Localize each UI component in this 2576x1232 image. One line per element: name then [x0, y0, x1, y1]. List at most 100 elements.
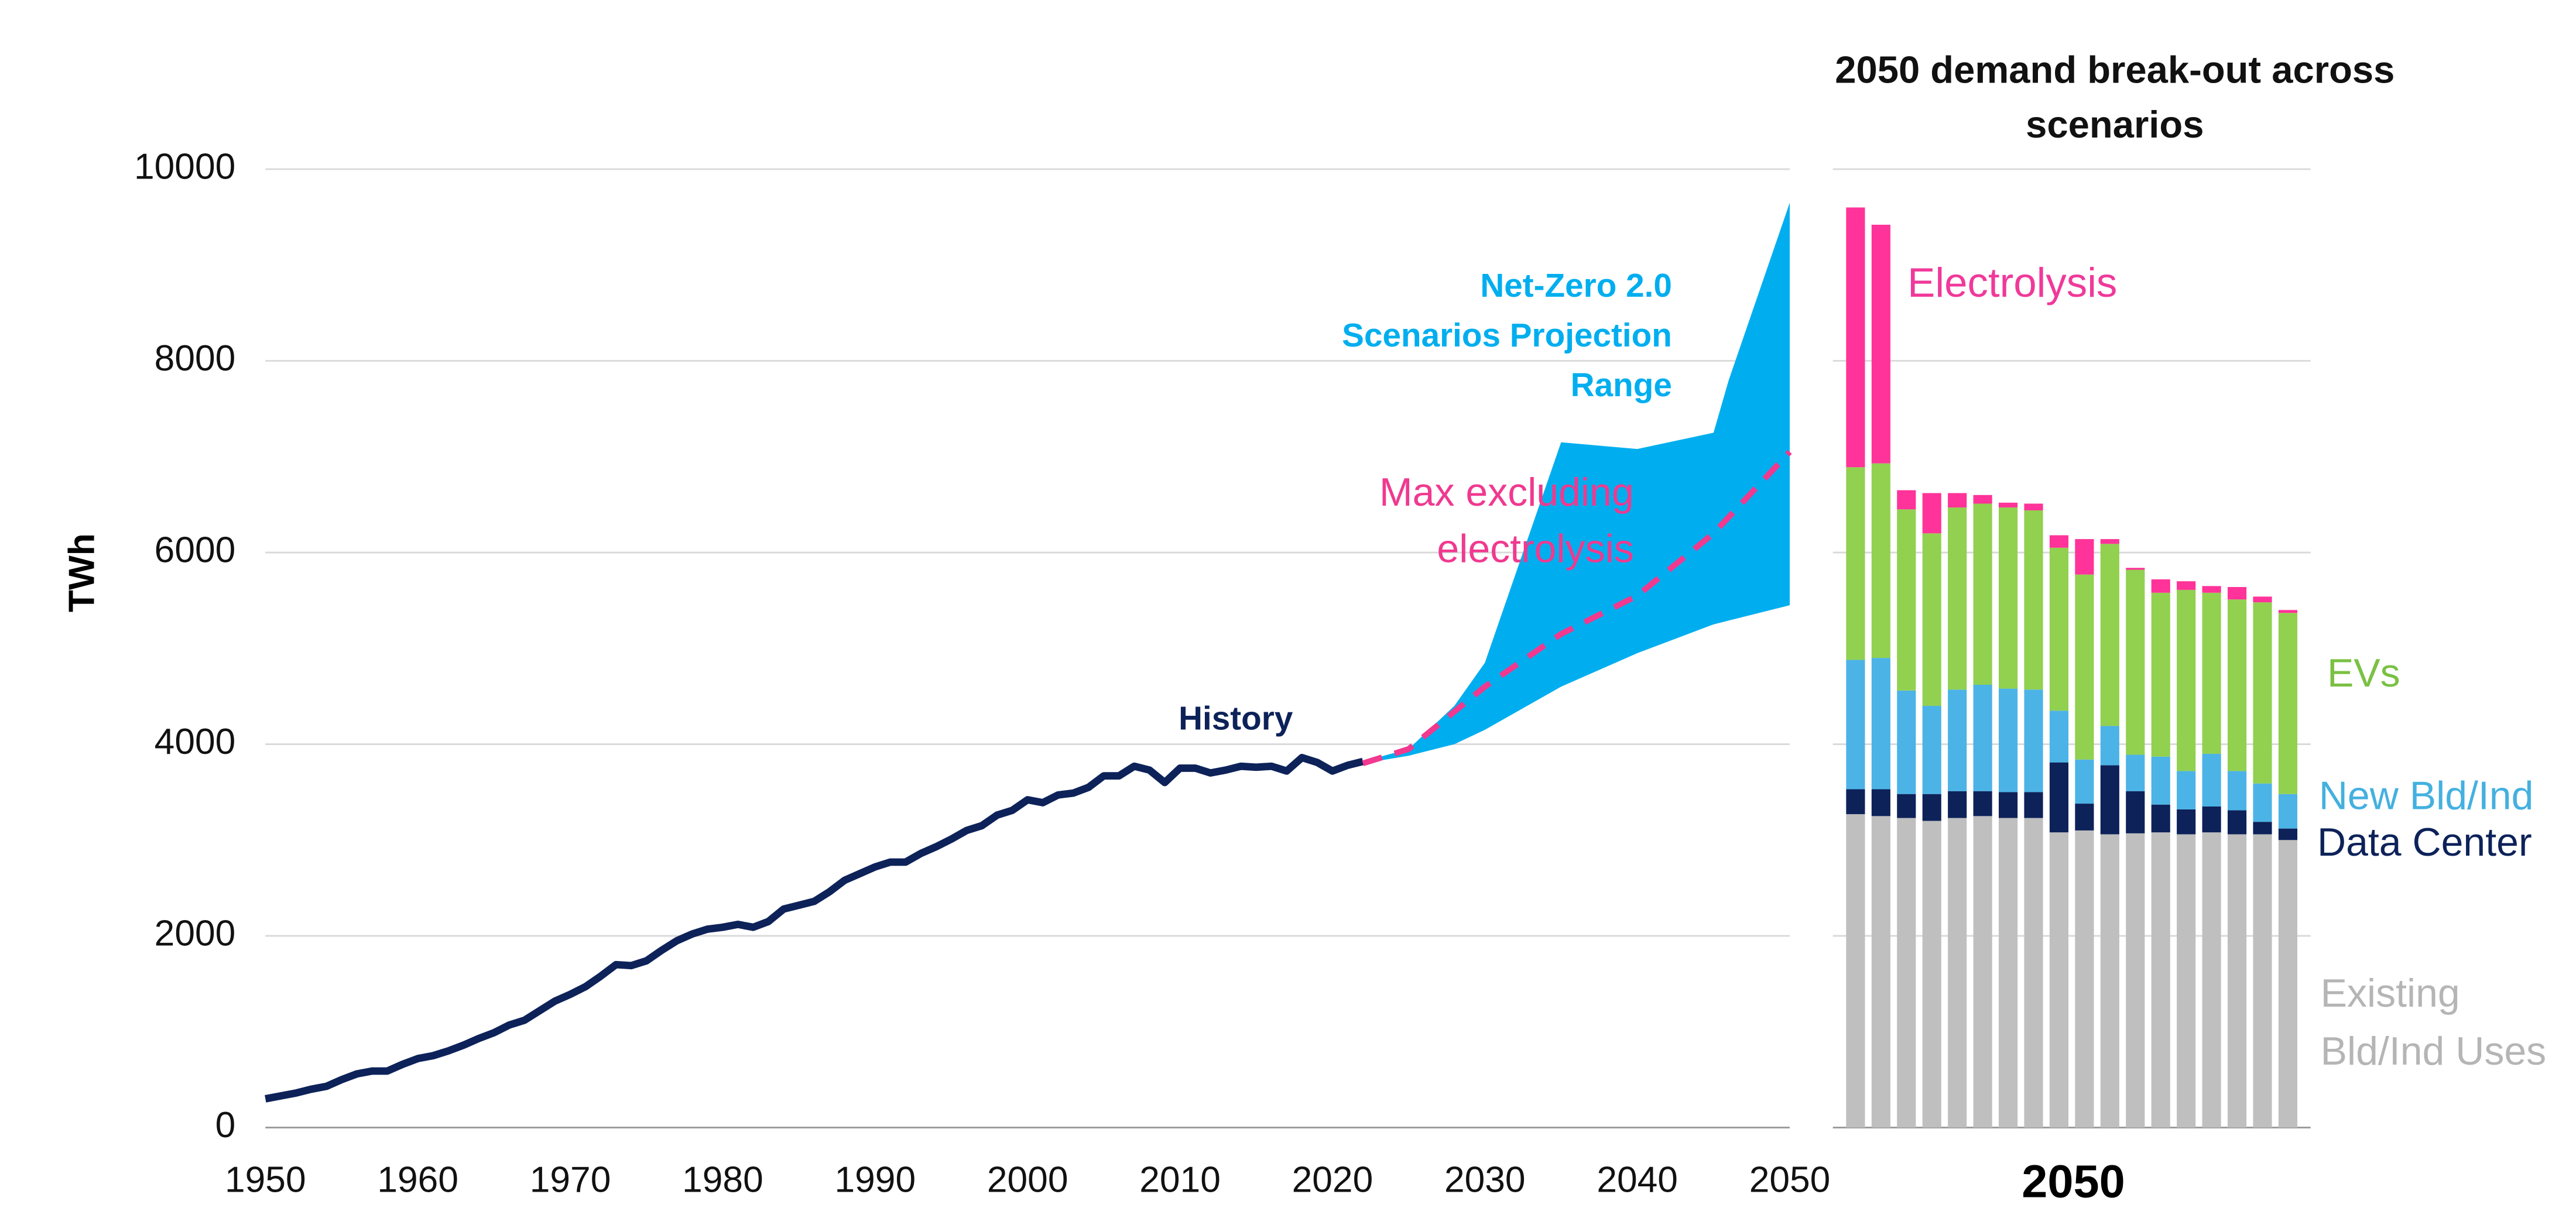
bar-segment: [1846, 814, 1865, 1128]
bar-segment: [1871, 658, 1890, 790]
bar-segment: [2227, 810, 2247, 835]
bar-segment: [1973, 816, 1992, 1128]
bar-segment: [2075, 759, 2094, 804]
bar-segment: [2126, 754, 2145, 791]
bar-segment: [1897, 509, 1916, 691]
x-tick-label: 2050: [1749, 1160, 1831, 1200]
bar-segment: [2126, 569, 2145, 755]
bar-segment: [1846, 467, 1865, 660]
bar-segment: [2100, 539, 2119, 544]
y-axis-label: TWh: [60, 533, 102, 613]
bar-segment: [2151, 804, 2170, 833]
legend-entry: Electrolysis: [1907, 260, 2118, 307]
bar-segment: [2227, 771, 2247, 811]
bar-segment: [2227, 586, 2247, 600]
bar-segment: [2151, 592, 2170, 757]
bar-segment: [2100, 834, 2119, 1128]
bar-segment: [1998, 792, 2018, 818]
bar-segment: [1973, 495, 1992, 504]
bar-segment: [2278, 610, 2298, 613]
bar-segment: [2177, 581, 2196, 590]
bar-segment: [2278, 613, 2298, 794]
dashed-label: Max excluding electrolysis: [1379, 471, 1634, 572]
bar-segment: [2024, 792, 2043, 818]
x-tick-label: 2000: [987, 1160, 1068, 1200]
bar-segment: [2151, 832, 2170, 1128]
x-axis-label: 2050: [2022, 1155, 2125, 1207]
bar-segment: [2126, 791, 2145, 833]
x-tick-label: 1990: [834, 1160, 916, 1200]
bar-segment: [2202, 832, 2221, 1128]
bar-segment: [2253, 596, 2272, 603]
bar-segment: [1897, 690, 1916, 794]
bar-segment: [2202, 592, 2221, 754]
y-tick-label: 6000: [155, 530, 236, 570]
y-tick-label: 4000: [155, 722, 236, 762]
bar-segment: [2177, 834, 2196, 1128]
x-tick-label: 1980: [682, 1160, 763, 1200]
bar-segment: [2177, 809, 2196, 835]
history-label: History: [1179, 701, 1293, 738]
range-label: Net-Zero 2.0 Scenarios Projection Range: [1342, 268, 1672, 405]
bar-segment: [1973, 791, 1992, 816]
bar-segment: [1846, 660, 1865, 790]
bar-segment: [1922, 533, 1941, 706]
bar-segment: [2253, 822, 2272, 835]
bar-segment: [1973, 503, 1992, 685]
bar-segment: [2202, 806, 2221, 833]
bar-segment: [2253, 602, 2272, 784]
x-tick-label: 2020: [1292, 1160, 1373, 1200]
x-tick-label: 1950: [225, 1160, 306, 1200]
bar-segment: [2100, 765, 2119, 835]
bar-segment: [2126, 568, 2145, 570]
bar-segment: [2227, 834, 2247, 1128]
x-tick-label: 1960: [377, 1160, 458, 1200]
bar-segment: [2278, 794, 2298, 829]
legend-entry: Existing Bld/Ind Uses: [2320, 972, 2547, 1075]
bar-segment: [2049, 547, 2069, 711]
x-tick-label: 1970: [530, 1160, 611, 1200]
bar-segment: [2075, 574, 2094, 760]
bar-segment: [2227, 599, 2247, 771]
bar-segment: [1998, 502, 2018, 508]
bar-segment: [1871, 789, 1890, 816]
bar-segment: [2075, 539, 2094, 575]
bar-segment: [1998, 507, 2018, 689]
bar-segment: [2202, 586, 2221, 593]
bar-segment: [1948, 791, 1967, 818]
bar-segment: [2049, 762, 2069, 833]
bar-segment: [1922, 794, 1941, 821]
bar-segment: [1948, 493, 1967, 508]
bar-segment: [2100, 726, 2119, 766]
bar-segment: [1846, 789, 1865, 815]
bar-segment: [1998, 818, 2018, 1128]
bar-chart-title: 2050 demand break-out across scenarios: [1835, 48, 2395, 147]
bar-segment: [2151, 756, 2170, 805]
x-tick-label: 2010: [1139, 1160, 1221, 1200]
bar-segment: [2049, 711, 2069, 763]
bar-segment: [2278, 840, 2298, 1128]
bar-segment: [2202, 753, 2221, 807]
bar-segment: [1897, 818, 1916, 1128]
bar-segment: [2100, 544, 2119, 726]
bar-segment: [1922, 493, 1941, 534]
bar-segment: [1897, 794, 1916, 818]
bar-segment: [2177, 589, 2196, 771]
bar-segment: [2126, 833, 2145, 1128]
y-tick-label: 8000: [155, 338, 236, 379]
x-tick-label: 2030: [1444, 1160, 1526, 1200]
y-tick-label: 2000: [155, 914, 236, 954]
legend-entry: EVs: [2327, 651, 2400, 696]
bar-segment: [1948, 507, 1967, 690]
dashed-line: [1362, 449, 1792, 767]
bar-segment: [2024, 510, 2043, 690]
bar-segment: [1948, 818, 1967, 1128]
y-tick-label: 10000: [134, 146, 235, 187]
bar-segment: [1897, 490, 1916, 510]
bar-segment: [2049, 535, 2069, 548]
bar-segment: [2253, 834, 2272, 1128]
bar-segment: [1922, 821, 1941, 1128]
